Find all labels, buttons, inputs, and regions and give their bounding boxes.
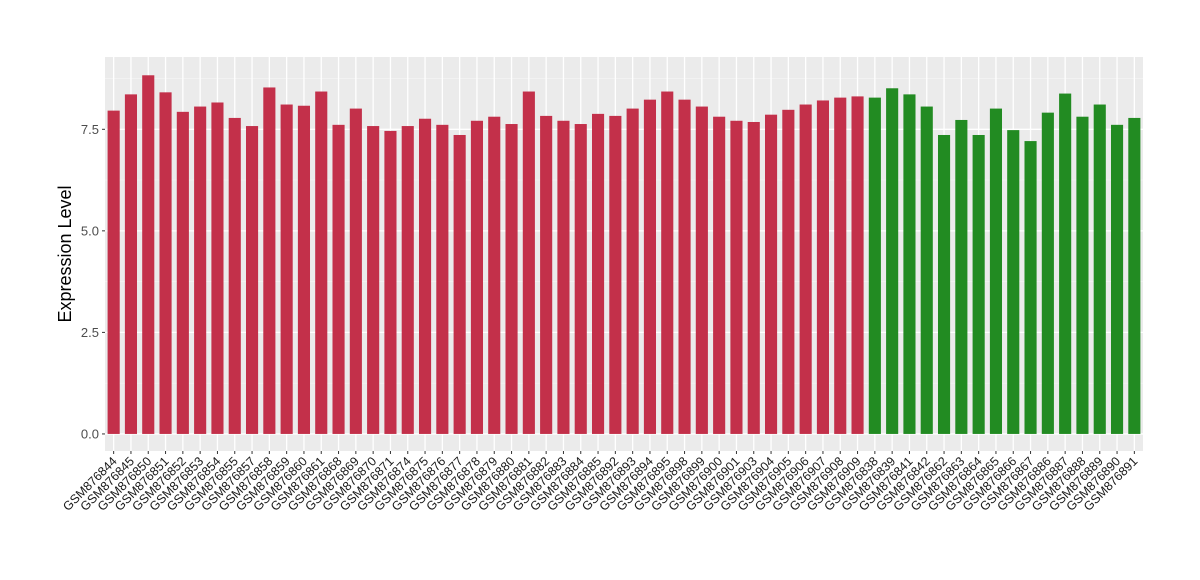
- bar-GSM876904: [764, 114, 778, 434]
- bar-GSM876893: [626, 108, 639, 434]
- bar-GSM876903: [747, 121, 760, 434]
- bar-GSM876844: [107, 110, 120, 434]
- bar-GSM876906: [799, 104, 812, 434]
- bar-GSM876891: [1128, 117, 1141, 434]
- bar-GSM876862: [937, 134, 951, 434]
- bar-GSM876884: [574, 124, 587, 434]
- bar-GSM876909: [851, 96, 864, 434]
- bar-GSM876888: [1076, 116, 1089, 434]
- bar-GSM876874: [401, 126, 414, 434]
- bar-GSM876881: [522, 91, 535, 434]
- bar-GSM876869: [349, 108, 362, 434]
- bar-GSM876867: [1024, 141, 1037, 434]
- y-axis-title: Expression Level: [55, 185, 75, 322]
- bar-GSM876900: [713, 116, 726, 434]
- bar-GSM876854: [211, 102, 224, 434]
- bar-GSM876864: [972, 134, 985, 434]
- bar-GSM876878: [470, 120, 484, 434]
- bar-GSM876883: [557, 120, 570, 434]
- bar-GSM876858: [263, 87, 276, 434]
- bar-GSM876898: [678, 99, 691, 434]
- bar-GSM876887: [1059, 93, 1072, 434]
- bar-GSM876892: [609, 115, 622, 434]
- bar-GSM876852: [176, 111, 189, 434]
- bar-GSM876839: [886, 88, 899, 434]
- bar-GSM876880: [505, 124, 518, 434]
- bar-GSM876876: [436, 124, 449, 434]
- bar-GSM876889: [1093, 104, 1106, 434]
- bar-GSM876857: [245, 126, 259, 434]
- x-axis: GSM876844GSM876845GSM876850GSM876851GSM8…: [60, 451, 1141, 514]
- bar-GSM876866: [1007, 130, 1020, 434]
- bar-GSM876871: [384, 130, 397, 434]
- bar-GSM876850: [142, 75, 155, 434]
- y-axis: 0.0 2.5 5.0 7.5: [81, 122, 105, 441]
- bar-GSM876882: [540, 115, 553, 434]
- y-tick-label: 2.5: [81, 325, 99, 340]
- bar-GSM876901: [730, 120, 743, 434]
- y-tick-label: 0.0: [81, 426, 99, 441]
- plot-panel: [105, 57, 1143, 451]
- bar-GSM876853: [194, 106, 207, 434]
- bar-GSM876895: [661, 91, 674, 434]
- bar-GSM876838: [868, 97, 881, 434]
- bar-GSM876890: [1110, 124, 1124, 434]
- bar-GSM876845: [124, 94, 138, 434]
- bar-GSM876870: [367, 126, 380, 434]
- bar-GSM876875: [418, 118, 432, 434]
- bar-GSM876860: [297, 105, 311, 434]
- bar-GSM876905: [782, 109, 795, 434]
- bar-GSM876908: [834, 97, 847, 434]
- y-tick-label: 5.0: [81, 223, 99, 238]
- bar-GSM876899: [695, 106, 708, 434]
- bar-GSM876855: [228, 117, 241, 434]
- y-tick-label: 7.5: [81, 122, 99, 137]
- bar-GSM876859: [280, 104, 293, 434]
- bar-GSM876907: [816, 100, 830, 434]
- bar-GSM876842: [920, 106, 933, 434]
- bar-GSM876894: [643, 99, 657, 434]
- bar-GSM876877: [453, 134, 466, 434]
- bar-GSM876879: [488, 116, 501, 434]
- bar-GSM876886: [1041, 112, 1054, 434]
- bar-GSM876851: [159, 92, 172, 434]
- bar-GSM876868: [332, 124, 345, 434]
- bar-GSM876885: [591, 113, 605, 434]
- bar-GSM876841: [903, 94, 916, 434]
- bars: [107, 75, 1141, 434]
- bar-GSM876863: [955, 119, 968, 434]
- bar-GSM876865: [989, 108, 1003, 434]
- bar-GSM876861: [315, 91, 328, 434]
